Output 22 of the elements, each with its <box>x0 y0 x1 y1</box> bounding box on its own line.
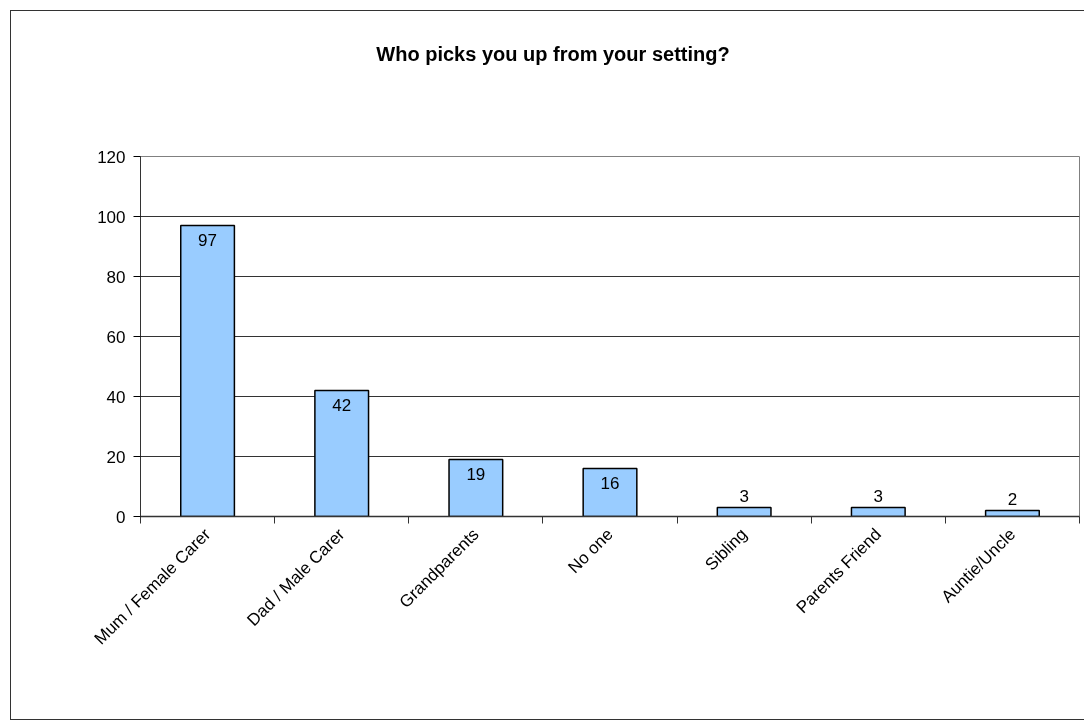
x-tick-label: No one <box>564 524 617 577</box>
data-label: 3 <box>739 486 749 506</box>
bar <box>850 506 906 517</box>
bar <box>448 458 504 517</box>
y-tick-label: 100 <box>97 207 126 227</box>
bar <box>179 224 236 517</box>
bar <box>314 389 370 517</box>
data-label: 3 <box>873 486 884 506</box>
data-label: 97 <box>198 230 218 250</box>
bar <box>582 467 638 517</box>
data-label: 2 <box>1007 489 1018 509</box>
chart-title: Who picks you up from your setting? <box>376 42 730 67</box>
data-label: 42 <box>332 395 352 415</box>
y-tick-label: 0 <box>116 507 126 527</box>
y-tick-label: 40 <box>106 387 126 407</box>
y-tick-label: 20 <box>106 447 126 467</box>
data-label: 19 <box>466 464 486 484</box>
bar <box>716 506 772 517</box>
data-label: 16 <box>600 473 620 493</box>
y-tick-label: 60 <box>106 327 126 347</box>
y-tick-label: 80 <box>106 267 126 287</box>
y-tick-label: 120 <box>97 147 126 167</box>
